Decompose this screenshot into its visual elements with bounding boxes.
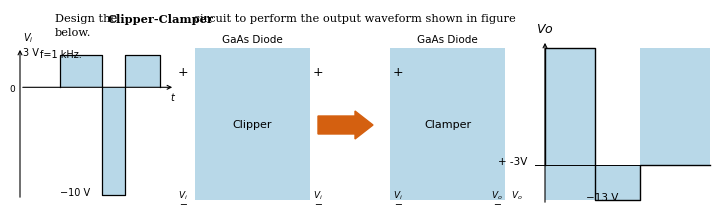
Text: Clipper: Clipper (233, 120, 272, 130)
Text: GaAs Diode: GaAs Diode (417, 35, 478, 45)
Text: $\it{Vo}$: $\it{Vo}$ (536, 23, 554, 36)
Bar (545, 165, 640, 200)
FancyArrow shape (318, 111, 373, 139)
Bar (125, 55, 160, 87)
Bar (195, 48, 310, 200)
Text: t: t (170, 93, 174, 103)
Bar (640, 48, 710, 165)
Text: +: + (392, 67, 403, 80)
Bar (102, 87, 125, 195)
Text: Clamper: Clamper (424, 120, 471, 130)
Text: $V_o$: $V_o$ (511, 190, 523, 202)
Text: $V_i$: $V_i$ (313, 190, 323, 202)
Text: −13 V: −13 V (586, 193, 618, 203)
Bar (60, 55, 102, 87)
Text: + -3V: + -3V (498, 157, 527, 167)
Text: +: + (178, 67, 189, 80)
Bar (390, 48, 505, 200)
Text: $V_o$: $V_o$ (491, 190, 503, 202)
Text: f=1 kHz.: f=1 kHz. (40, 50, 82, 60)
Text: +: + (312, 67, 323, 80)
Text: circuit to perform the output waveform shown in figure: circuit to perform the output waveform s… (190, 14, 516, 24)
Text: $V_i$: $V_i$ (23, 31, 34, 45)
Text: ─: ─ (180, 200, 186, 210)
Text: Design the: Design the (55, 14, 121, 24)
Text: ─: ─ (494, 200, 500, 210)
Text: 0: 0 (9, 85, 15, 94)
Text: 3 V: 3 V (23, 48, 39, 58)
Text: ─: ─ (395, 200, 401, 210)
Text: below.: below. (55, 28, 91, 38)
Text: ─: ─ (315, 200, 321, 210)
Text: Clipper-Clamper: Clipper-Clamper (107, 14, 213, 25)
Text: $V_i$: $V_i$ (393, 190, 403, 202)
Bar (545, 48, 595, 165)
Text: $V_i$: $V_i$ (178, 190, 188, 202)
Text: GaAs Diode: GaAs Diode (222, 35, 283, 45)
Text: −10 V: −10 V (60, 188, 90, 198)
